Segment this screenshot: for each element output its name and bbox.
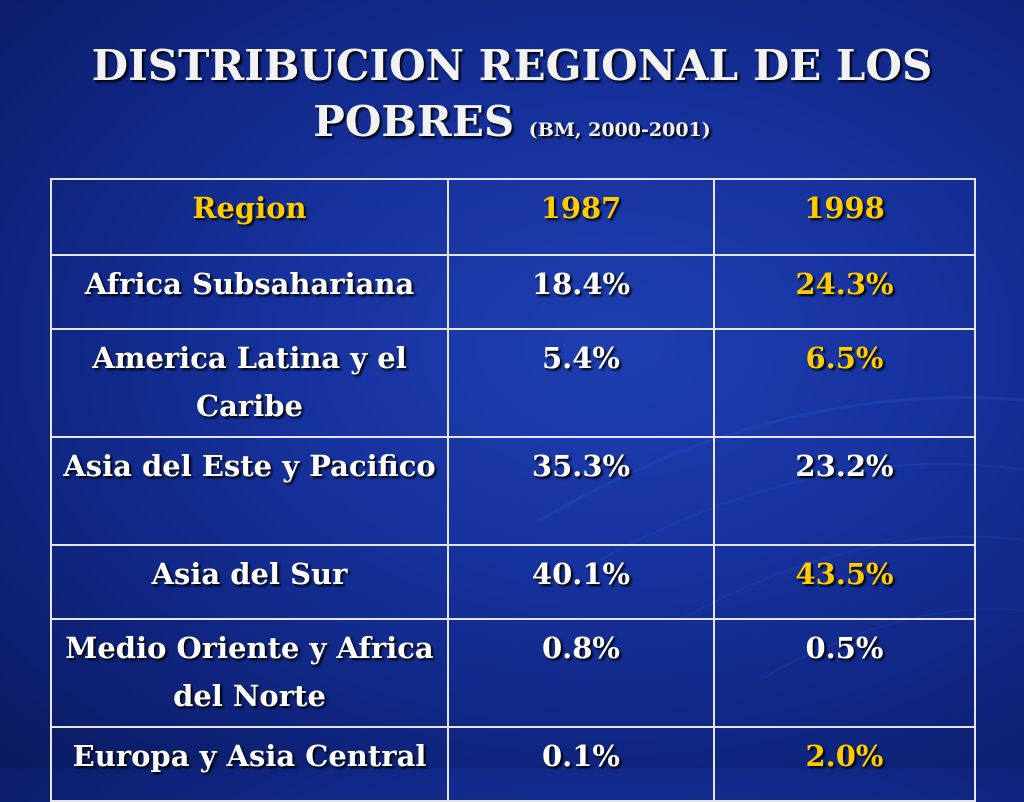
value-1987-cell: 0.1% (447, 726, 715, 802)
region-cell: America Latina y el Caribe (50, 328, 449, 438)
value-1987-cell: 35.3% (447, 436, 715, 546)
table-row: Medio Oriente y Africa del Norte 0.8% 0.… (50, 618, 976, 728)
value-1998-cell: 2.0% (713, 726, 976, 802)
value-1998-cell: 24.3% (713, 254, 976, 330)
region-cell: Asia del Sur (50, 544, 449, 620)
title-source: (BM, 2000-2001) (528, 119, 711, 141)
value-1998-cell: 6.5% (713, 328, 976, 438)
table-row: Asia del Este y Pacifico 35.3% 23.2% (50, 436, 976, 546)
slide-title: DISTRIBUCION REGIONAL DE LOS POBRES (BM,… (0, 38, 1024, 158)
poverty-distribution-table: Region 1987 1998 Africa Subsahariana 18.… (50, 178, 976, 802)
header-1998: 1998 (713, 178, 976, 256)
title-line-2: POBRES (BM, 2000-2001) (0, 94, 1024, 158)
region-cell: Europa y Asia Central (50, 726, 449, 802)
value-1987-cell: 18.4% (447, 254, 715, 330)
region-cell: Asia del Este y Pacifico (50, 436, 449, 546)
table-row: America Latina y el Caribe 5.4% 6.5% (50, 328, 976, 438)
title-main-word: POBRES (313, 97, 515, 146)
value-1987-cell: 5.4% (447, 328, 715, 438)
table-row: Africa Subsahariana 18.4% 24.3% (50, 254, 976, 330)
value-1987-cell: 0.8% (447, 618, 715, 728)
value-1998-cell: 23.2% (713, 436, 976, 546)
value-1987-cell: 40.1% (447, 544, 715, 620)
region-cell: Medio Oriente y Africa del Norte (50, 618, 449, 728)
header-region: Region (50, 178, 449, 256)
title-line-1: DISTRIBUCION REGIONAL DE LOS (91, 41, 933, 90)
header-1987: 1987 (447, 178, 715, 256)
region-cell: Africa Subsahariana (50, 254, 449, 330)
table-header-row: Region 1987 1998 (50, 178, 976, 256)
table-row: Asia del Sur 40.1% 43.5% (50, 544, 976, 620)
value-1998-cell: 43.5% (713, 544, 976, 620)
table-row: Europa y Asia Central 0.1% 2.0% (50, 726, 976, 802)
value-1998-cell: 0.5% (713, 618, 976, 728)
